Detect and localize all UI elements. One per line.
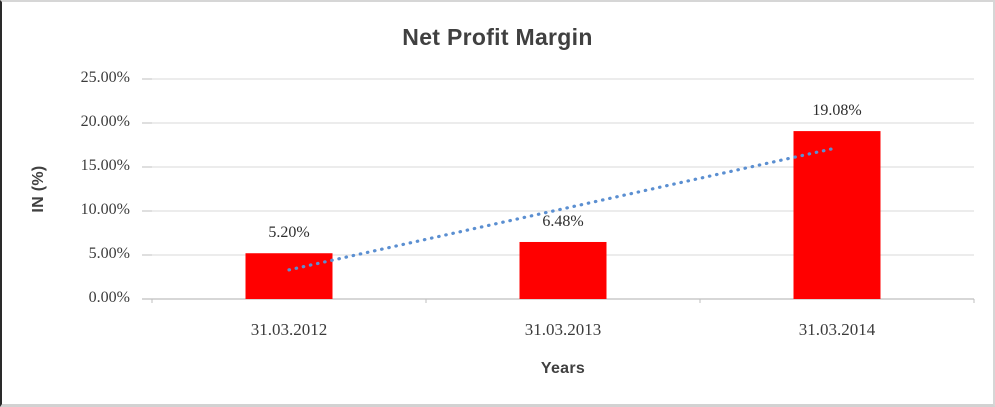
x-category-label: 31.03.2013 bbox=[524, 320, 602, 339]
trendline bbox=[287, 146, 839, 272]
y-tick-label: 25.00% bbox=[80, 69, 130, 86]
y-tick-label: 0.00% bbox=[88, 289, 130, 306]
chart-title: Net Profit Margin bbox=[402, 24, 593, 50]
bar-31.03.2012 bbox=[245, 253, 333, 299]
bar-31.03.2013 bbox=[519, 241, 607, 299]
bar-data-label: 5.20% bbox=[268, 224, 310, 242]
x-category-label: 31.03.2012 bbox=[250, 320, 328, 339]
y-tick-label: 15.00% bbox=[80, 157, 130, 174]
bar-data-label: 19.08% bbox=[812, 102, 862, 120]
x-category-label: 31.03.2014 bbox=[798, 320, 876, 339]
y-tick-label: 10.00% bbox=[80, 201, 130, 218]
y-tick-label: 20.00% bbox=[80, 113, 130, 130]
bar-31.03.2014 bbox=[793, 131, 881, 299]
bar-data-label: 6.48% bbox=[542, 212, 584, 230]
y-tick-label: 5.00% bbox=[88, 245, 130, 262]
x-axis-title: Years bbox=[540, 360, 586, 377]
